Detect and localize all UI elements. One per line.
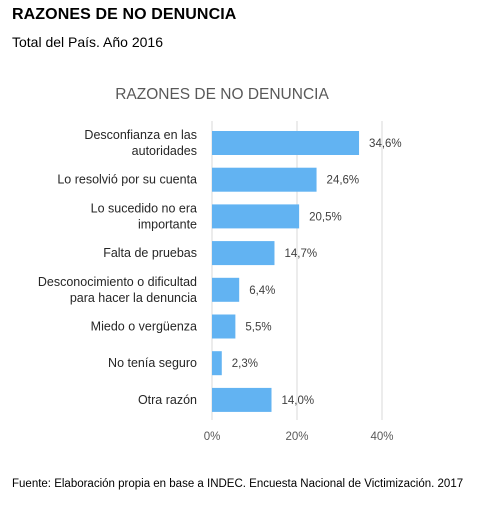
category-label: Otra razón xyxy=(138,393,197,407)
data-label: 14,0% xyxy=(282,395,315,407)
data-label: 24,6% xyxy=(327,175,360,187)
bar xyxy=(212,314,236,339)
bar xyxy=(212,387,272,412)
bar xyxy=(212,277,240,302)
bar xyxy=(212,204,300,229)
chart-title: RAZONES DE NO DENUNCIA xyxy=(115,86,329,103)
data-label: 2,3% xyxy=(232,358,258,370)
x-tick-label: 40% xyxy=(370,431,393,443)
data-label: 5,5% xyxy=(245,322,271,334)
category-label: Lo resolvió por su cuenta xyxy=(57,173,197,187)
bar xyxy=(212,167,317,192)
bar xyxy=(212,241,275,266)
category-label: Desconocimiento o dificultad para hacer l… xyxy=(38,275,197,305)
bar xyxy=(212,351,222,376)
data-label: 6,4% xyxy=(249,285,275,297)
x-tick-label: 0% xyxy=(204,431,221,443)
category-label: Lo sucedido no era importante xyxy=(91,201,197,231)
bar-chart: RAZONES DE NO DENUNCIA 0% 20% 40% 34,6% Desc… xyxy=(38,86,402,443)
bar xyxy=(212,131,360,155)
category-label: No tenía seguro xyxy=(108,356,197,370)
category-label: Miedo o vergüenza xyxy=(91,320,197,334)
data-label: 20,5% xyxy=(309,211,342,223)
page-title: RAZONES DE NO DENUNCIA xyxy=(12,6,237,23)
category-label: Desconfianza en las autoridades xyxy=(84,128,197,158)
data-label: 14,7% xyxy=(284,248,317,260)
source-note: Fuente: Elaboración propia en base a IND… xyxy=(12,478,464,490)
data-label: 34,6% xyxy=(369,138,402,150)
x-tick-label: 20% xyxy=(285,431,308,443)
page-subtitle: Total del País. Año 2016 xyxy=(12,34,163,50)
category-label: Falta de pruebas xyxy=(103,246,197,260)
